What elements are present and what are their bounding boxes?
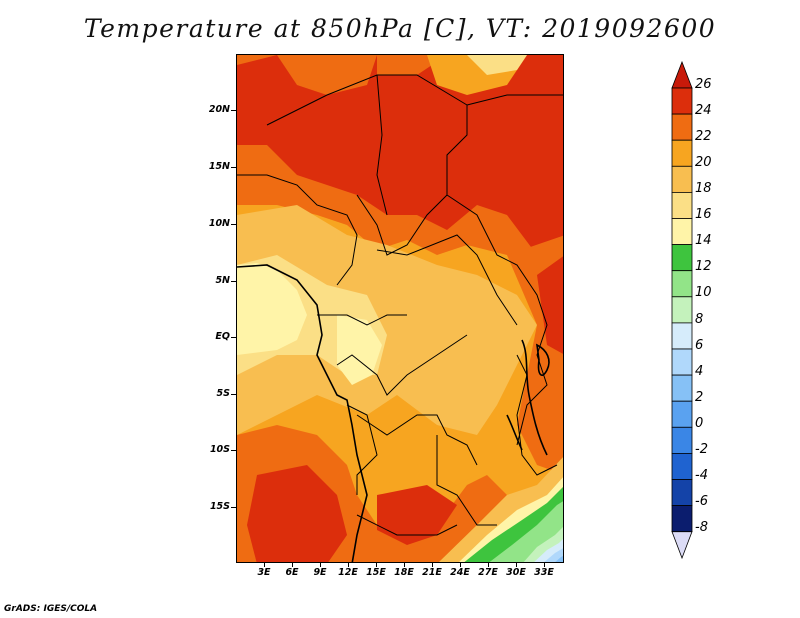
colorbar-label: 24 [695,103,712,118]
temperature-field [237,55,563,562]
colorbar-segment [671,191,693,219]
lat-label-15n: 15N [208,161,230,172]
colorbar-segment [671,218,693,246]
lon-tick [460,563,461,567]
lon-label-30e: 30E [506,567,526,578]
colorbar-label: 12 [695,259,712,274]
field-18-20-band [237,205,537,435]
field-24-26-east [537,256,563,354]
lon-tick [488,563,489,567]
credit-text: GrADS: IGES/COLA [4,604,98,614]
lon-tick [404,563,405,567]
colorbar-label: 20 [695,155,712,170]
coastlines [237,264,550,562]
lat-tick [231,337,236,338]
lon-label-9e: 9E [313,567,327,578]
colorbar-label: 2 [695,390,704,405]
field-24-26-south [247,465,347,562]
colorbar-label: 22 [695,129,712,144]
colorbar-label: -4 [695,468,708,483]
colorbar-segment [671,322,693,350]
lat-label-10s: 10S [209,444,230,455]
lat-tick [231,450,236,451]
colorbar-segment [671,400,693,428]
lat-tick [231,224,236,225]
lon-tick [264,563,265,567]
colorbar-segment [671,113,693,141]
colorbar-segment [671,505,693,533]
colorbar-segment [671,374,693,402]
lat-tick [231,281,236,282]
country-borders [237,74,563,536]
temperature-map [236,54,564,563]
lon-label-12e: 12E [338,567,358,578]
lon-tick [376,563,377,567]
colorbar-segment [671,270,693,298]
lon-tick [516,563,517,567]
colorbar-label: 18 [695,181,712,196]
lat-tick [231,167,236,168]
colorbar-segment [671,87,693,115]
colorbar-label: 16 [695,207,712,222]
field-16-18-patch-north [467,55,527,75]
field-14-16-ocean [237,263,307,355]
lon-tick [292,563,293,567]
colorbar-segment [671,165,693,193]
lon-label-15e: 15E [366,567,386,578]
field-14-16-gabon [337,315,382,385]
lon-label-3e: 3E [257,567,271,578]
colorbar-segment [671,452,693,480]
lon-label-18e: 18E [394,567,414,578]
colorbar-label: 10 [695,285,712,300]
field-24-26-north [237,55,563,265]
colorbar-label: 4 [695,364,704,379]
field-24-26-angola [377,485,457,545]
lon-tick [348,563,349,567]
colorbar-segment [671,139,693,167]
colorbar-label: -2 [695,442,708,457]
colorbar-segment [671,348,693,376]
lat-tick [231,507,236,508]
lat-label-5n: 5N [215,275,230,286]
colorbar [671,60,693,560]
colorbar-label: -6 [695,494,708,509]
lon-label-21e: 21E [422,567,442,578]
colorbar-label: 0 [695,416,704,431]
lon-tick [320,563,321,567]
colorbar-arrow-top [671,60,693,89]
colorbar-label: 6 [695,338,704,353]
colorbar-arrow-bottom [671,531,693,560]
colorbar-label: 26 [695,77,712,92]
lon-tick [544,563,545,567]
colorbar-segment [671,426,693,454]
lat-label-10n: 10N [208,218,230,229]
lat-label-5s: 5S [216,388,230,399]
colorbar-label: 8 [695,312,704,327]
colorbar-segment [671,244,693,272]
colorbar-segments [671,60,693,560]
lon-label-33e: 33E [534,567,554,578]
lat-tick [231,110,236,111]
lon-label-24e: 24E [450,567,470,578]
lon-label-6e: 6E [285,567,299,578]
colorbar-label: 14 [695,233,712,248]
map-title: Temperature at 850hPa [C], VT: 201909260… [83,14,717,43]
field-2-4-southeast [555,556,563,562]
colorbar-segment [671,479,693,507]
colorbar-label: -8 [695,520,708,535]
lat-label-eq: EQ [215,331,230,342]
colorbar-segment [671,296,693,324]
field-4-6-southeast [544,548,563,562]
lat-label-15s: 15S [209,501,230,512]
lat-label-20n: 20N [208,104,230,115]
lon-tick [432,563,433,567]
lon-label-27e: 27E [478,567,498,578]
lat-tick [231,394,236,395]
